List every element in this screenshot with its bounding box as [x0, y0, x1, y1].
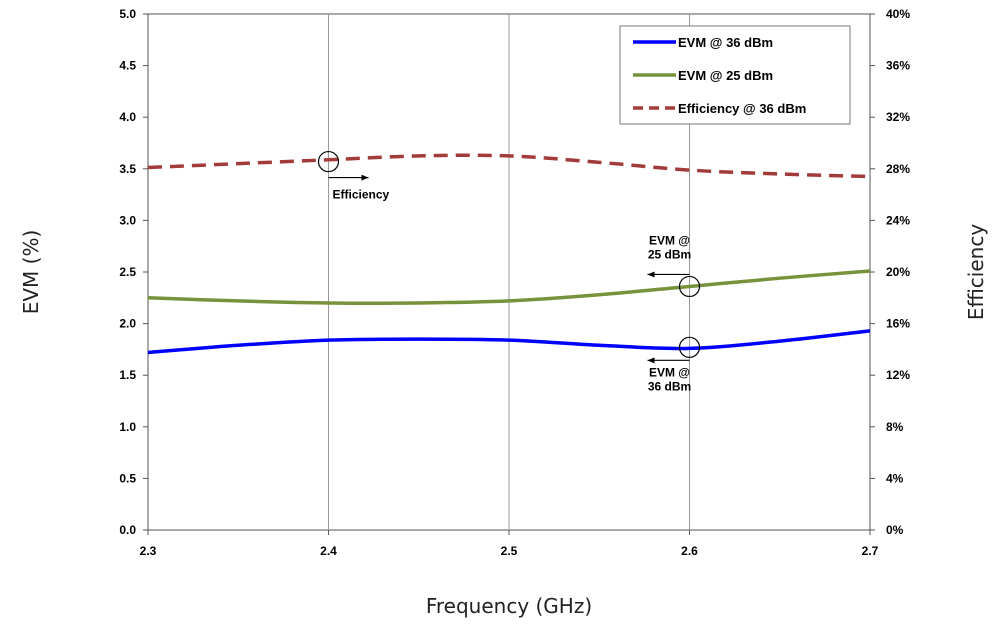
- series-line-3: [147, 153, 871, 179]
- x-tick-label: 2.3: [140, 544, 157, 558]
- y-tick-label: 4.0: [119, 110, 136, 124]
- annotation-label: 36 dBm: [648, 379, 691, 393]
- y2-tick-label: 12%: [886, 368, 910, 382]
- axis-ticks: 2.3 2.4 2.5 2.6 2.7 0.0 0.5 1.0 1.5 2.0 2.5 3.0 3.5 4…: [119, 7, 910, 558]
- y-tick-label: 1.5: [119, 368, 136, 382]
- annotation-label: EVM @: [649, 233, 690, 247]
- y-tick-label: 3.0: [119, 213, 136, 227]
- series-line-1: [147, 329, 871, 355]
- x-tick-label: 2.4: [320, 544, 337, 558]
- y2-tick-label: 28%: [886, 162, 910, 176]
- y-tick-label: 1.0: [119, 420, 136, 434]
- series-line-2: [147, 269, 871, 305]
- y-tick-label: 0.5: [119, 471, 136, 485]
- x-tick-label: 2.7: [862, 544, 879, 558]
- y2-tick-label: 24%: [886, 213, 910, 227]
- legend-label: EVM @ 25 dBm: [678, 68, 773, 83]
- y-tick-label: 5.0: [119, 7, 136, 21]
- y2-tick-label: 40%: [886, 7, 910, 21]
- legend: EVM @ 36 dBm EVM @ 25 dBm Efficiency @ 36 …: [619, 25, 851, 125]
- annotation-marker: [317, 150, 340, 173]
- y2-tick-label: 4%: [886, 471, 904, 485]
- y2-tick-label: 36%: [886, 59, 910, 73]
- y-tick-label: 0.0: [119, 523, 136, 537]
- annotation-label: EVM @: [649, 365, 690, 379]
- y-tick-label: 2.5: [119, 265, 136, 279]
- annotation-marker: [678, 275, 701, 298]
- y-tick-label: 4.5: [119, 59, 136, 73]
- y-axis-title: EVM (%): [19, 230, 43, 315]
- annotation-label: Efficiency: [333, 188, 390, 202]
- y2-tick-label: 0%: [886, 523, 904, 537]
- legend-label: Efficiency @ 36 dBm: [678, 101, 806, 116]
- y2-tick-label: 32%: [886, 110, 910, 124]
- y2-tick-label: 20%: [886, 265, 910, 279]
- annotation-marker: [678, 336, 701, 358]
- y2-tick-label: 8%: [886, 420, 904, 434]
- y2-tick-label: 16%: [886, 317, 910, 331]
- y2-axis-title: Efficiency: [964, 224, 988, 321]
- data-series: [147, 153, 871, 355]
- legend-label: EVM @ 36 dBm: [678, 35, 773, 50]
- x-axis-title: Frequency (GHz): [426, 594, 592, 618]
- y-tick-label: 3.5: [119, 162, 136, 176]
- y-tick-label: 2.0: [119, 317, 136, 331]
- annotation-label: 25 dBm: [648, 247, 691, 261]
- x-tick-label: 2.5: [501, 544, 518, 558]
- x-tick-label: 2.6: [681, 544, 698, 558]
